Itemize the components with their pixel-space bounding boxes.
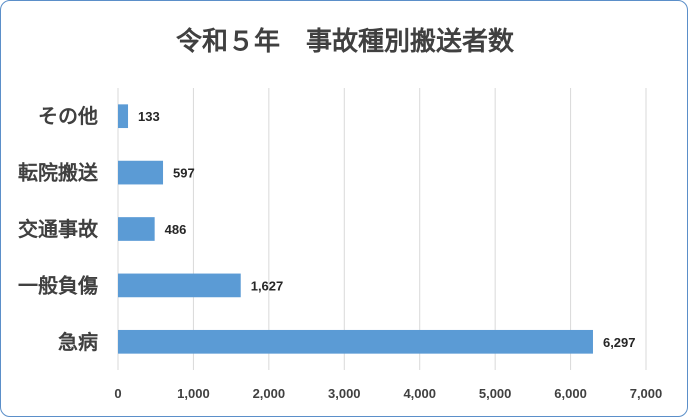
data-label: 6,297 (603, 335, 636, 350)
bar (118, 104, 129, 129)
x-tick-label: 5,000 (479, 386, 512, 401)
chart-title: 令和５年 事故種別搬送者数 (176, 26, 515, 57)
category-label: 交通事故 (18, 217, 99, 241)
x-tick-label: 0 (114, 386, 121, 401)
gridlines (117, 88, 647, 370)
bar (118, 329, 593, 354)
x-tick-label: 3,000 (328, 386, 361, 401)
category-label: その他 (38, 104, 98, 128)
category-label: 転院搬送 (18, 161, 99, 185)
x-tick-label: 4,000 (403, 386, 436, 401)
bar (118, 217, 155, 241)
x-tick-label: 7,000 (630, 386, 663, 401)
category-label: 一般負傷 (18, 273, 98, 297)
labels: 0 1,000 2,000 3,000 4,000 5,000 6,000 7,000 その他 1… (18, 104, 662, 401)
x-tick-label: 2,000 (253, 386, 286, 401)
bars (118, 104, 593, 354)
category-label: 急病 (58, 330, 98, 354)
bar (118, 160, 164, 185)
data-label: 133 (138, 109, 160, 124)
x-tick-label: 6,000 (554, 386, 587, 401)
data-label: 1,627 (251, 278, 284, 293)
data-label: 597 (173, 166, 195, 181)
data-label: 486 (165, 222, 187, 237)
bar (118, 273, 241, 298)
x-tick-label: 1,000 (177, 386, 210, 401)
